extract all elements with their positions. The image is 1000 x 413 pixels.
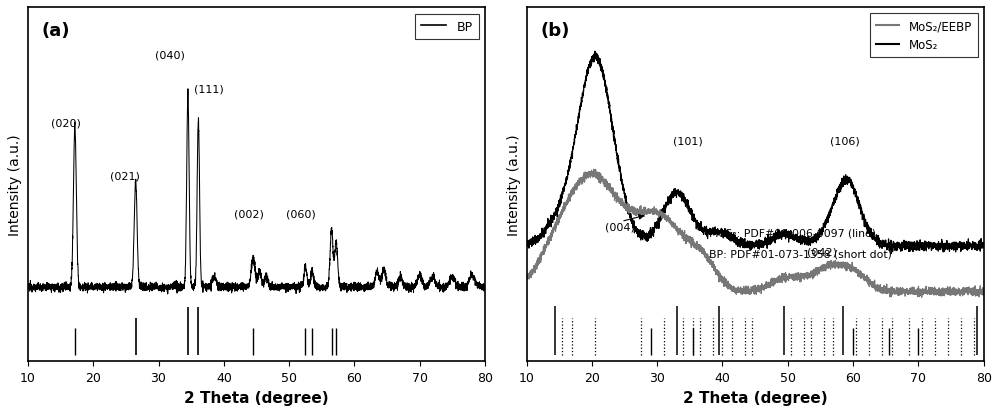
- Text: (042): (042): [807, 247, 837, 257]
- Text: (a): (a): [42, 22, 70, 40]
- Text: MoS₂: PDF#00-006-0097 (line): MoS₂: PDF#00-006-0097 (line): [709, 228, 876, 238]
- Legend: MoS₂/EEBP, MoS₂: MoS₂/EEBP, MoS₂: [870, 14, 978, 58]
- Text: (040): (040): [155, 50, 185, 60]
- Text: (021): (021): [110, 171, 139, 182]
- Text: (101): (101): [673, 136, 703, 146]
- Text: (b): (b): [540, 22, 570, 40]
- Y-axis label: Intensity (a.u.): Intensity (a.u.): [507, 134, 521, 235]
- Text: (002): (002): [234, 209, 263, 218]
- X-axis label: 2 Theta (degree): 2 Theta (degree): [683, 390, 827, 405]
- Text: (004): (004): [605, 222, 635, 232]
- Text: (106): (106): [830, 136, 860, 146]
- Text: BP: PDF#01-073-1358 (short dot): BP: PDF#01-073-1358 (short dot): [709, 249, 892, 259]
- Text: (111): (111): [194, 84, 224, 94]
- Text: (060): (060): [286, 209, 316, 218]
- X-axis label: 2 Theta (degree): 2 Theta (degree): [184, 390, 329, 405]
- Text: (020): (020): [51, 118, 81, 128]
- Y-axis label: Intensity (a.u.): Intensity (a.u.): [8, 134, 22, 235]
- Legend: BP: BP: [415, 14, 479, 40]
